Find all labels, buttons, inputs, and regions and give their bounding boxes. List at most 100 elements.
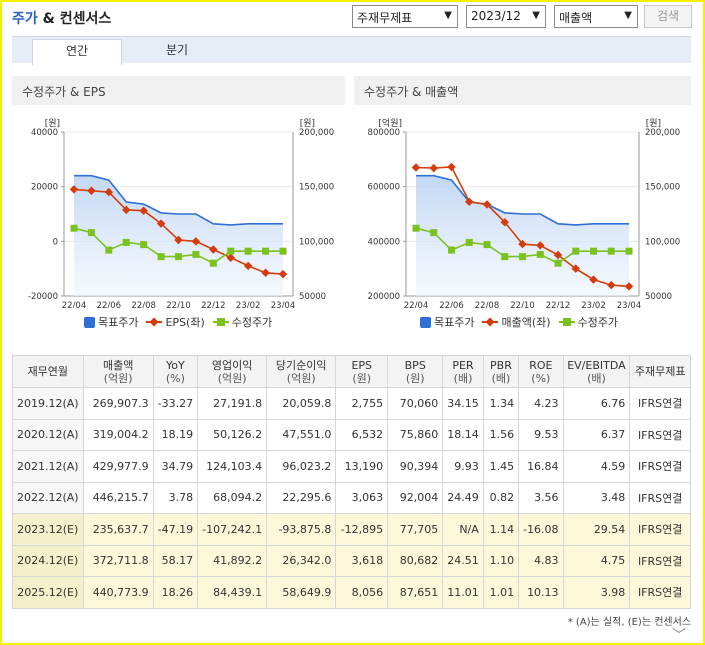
- table-cell: -93,875.8: [266, 513, 337, 546]
- legend-item-eps: EPS(좌): [146, 314, 205, 330]
- page-title: 주가 & 컨센서스: [12, 8, 111, 28]
- table-cell: 3.78: [152, 481, 199, 514]
- left-tick-label: 200000: [368, 292, 400, 302]
- legend-swatch: [558, 318, 575, 326]
- table-cell: 26,342.0: [266, 544, 337, 577]
- table-cell: 3,618: [335, 544, 389, 577]
- data-point-square: [554, 259, 562, 267]
- table-cell: IFRS연결: [629, 544, 691, 577]
- table-cell: 440,773.9: [82, 576, 154, 609]
- data-point-square: [175, 253, 182, 261]
- table-cell: 3.48: [562, 481, 631, 514]
- column-header: BPS (원): [387, 355, 444, 388]
- table-cell: 1.34: [482, 387, 520, 420]
- table-row: 2021.12(A) 429,977.9 34.79 124,103.4 96,023.…: [12, 450, 691, 483]
- table-cell: 1.45: [482, 450, 520, 483]
- table-cell: 0.82: [482, 481, 520, 514]
- table-row: 2024.12(E) 372,711.8 58.17 41,892.2 26,342.0…: [12, 544, 691, 577]
- table-cell: IFRS연결: [629, 450, 691, 483]
- legend-item-target-price: 목표주가: [84, 314, 138, 330]
- table-cell: 2020.12(A): [12, 418, 84, 451]
- data-point-diamond: [411, 163, 421, 172]
- table-cell: 1.14: [482, 513, 520, 546]
- data-point-diamond: [209, 245, 218, 254]
- left-axis-unit: [원]: [45, 118, 60, 129]
- column-header: ROE (%): [518, 355, 564, 388]
- chevron-down-icon: ▼: [444, 10, 452, 21]
- table-cell: 2025.12(E): [12, 576, 84, 609]
- left-tick-label: -20000: [28, 292, 58, 302]
- data-point-square: [536, 250, 544, 258]
- x-tick-label: 22/08: [131, 301, 156, 308]
- left-axis-unit: [억원]: [378, 117, 402, 129]
- table-cell: 70,060: [387, 387, 444, 420]
- table-cell: 84,439.1: [197, 576, 268, 609]
- x-tick-label: 23/02: [236, 301, 261, 308]
- table-cell: 90,394: [387, 450, 444, 483]
- x-tick-label: 22/04: [404, 301, 429, 308]
- right-tick-label: 50000: [299, 292, 326, 302]
- chevron-down-icon: ▼: [624, 10, 632, 21]
- table-cell: 1.56: [482, 418, 520, 451]
- search-button[interactable]: 검색: [644, 5, 692, 28]
- title-highlight: 주가: [12, 11, 38, 27]
- tab-quarterly[interactable]: 분기: [165, 43, 189, 57]
- column-header: 재무연월: [12, 355, 84, 388]
- table-cell: 3,063: [335, 481, 389, 514]
- legend-label: 수정주가: [577, 316, 619, 329]
- table-cell: 80,682: [387, 544, 444, 577]
- table-cell: 24.51: [442, 544, 484, 577]
- data-point-square: [590, 247, 597, 255]
- legend-label: EPS(좌): [165, 316, 205, 329]
- chevron-down-icon[interactable]: ﹀: [672, 628, 686, 644]
- table-cell: 58,649.9: [266, 576, 337, 609]
- table-cell: 22,295.6: [266, 481, 337, 514]
- metric-select[interactable]: 매출액 ▼: [554, 5, 638, 28]
- column-header: PBR (배): [482, 355, 520, 388]
- table-cell: 50,126.2: [197, 418, 268, 451]
- chevron-down-icon: ▼: [532, 10, 540, 21]
- x-tick-label: 22/04: [62, 301, 87, 308]
- table-cell: 18.14: [442, 418, 484, 451]
- table-cell: 6.76: [562, 387, 631, 420]
- data-point-square: [483, 241, 491, 249]
- left-tick-label: 800000: [368, 128, 400, 138]
- statement-type-value: 주재무제표: [357, 11, 413, 25]
- period-select[interactable]: 2023/12 ▼: [466, 5, 546, 28]
- right-tick-label: 150,000: [299, 183, 334, 193]
- left-tick-label: 0: [53, 237, 58, 247]
- data-point-diamond: [482, 200, 492, 209]
- data-point-diamond: [139, 206, 148, 215]
- table-cell: 8,056: [335, 576, 389, 609]
- table-cell: 9.93: [442, 450, 484, 483]
- table-cell: 3.56: [518, 481, 564, 514]
- sales-price-chart: [억원] [원] 800000 600000 400000 200000 200,000 15…: [368, 117, 681, 308]
- footnote: * (A)는 실적, (E)는 컨센서스: [567, 617, 691, 628]
- left-tick-label: 400000: [368, 237, 400, 247]
- tab-annual[interactable]: 연간: [32, 39, 122, 65]
- period-tabs: 연간 분기: [12, 36, 691, 65]
- data-point-diamond: [243, 261, 253, 271]
- table-row: 2025.12(E) 440,773.9 18.26 84,439.1 58,649.9…: [12, 576, 691, 609]
- table-cell: -16.08: [518, 513, 564, 546]
- data-point-square: [140, 241, 148, 249]
- data-point-square: [192, 250, 200, 258]
- data-point-diamond: [174, 235, 183, 245]
- right-tick-label: 150,000: [645, 183, 680, 193]
- table-cell: 2024.12(E): [12, 544, 84, 577]
- data-point-square: [209, 259, 217, 267]
- column-header: EPS (원): [335, 355, 389, 388]
- table-cell: 18.19: [152, 418, 199, 451]
- x-tick-label: 22/06: [97, 301, 122, 308]
- legend-item-target-price: 목표주가: [420, 314, 474, 330]
- x-tick-label: 23/04: [271, 301, 296, 308]
- statement-type-select[interactable]: 주재무제표 ▼: [352, 5, 458, 28]
- table-cell: 429,977.9: [82, 450, 154, 483]
- table-cell: 10.13: [518, 576, 564, 609]
- table-cell: 4.59: [562, 450, 631, 483]
- table-cell: 41,892.2: [197, 544, 268, 577]
- table-cell: 20,059.8: [266, 387, 337, 420]
- table-cell: 87,651: [387, 576, 444, 609]
- table-cell: 124,103.4: [197, 450, 268, 483]
- data-point-square: [448, 246, 455, 254]
